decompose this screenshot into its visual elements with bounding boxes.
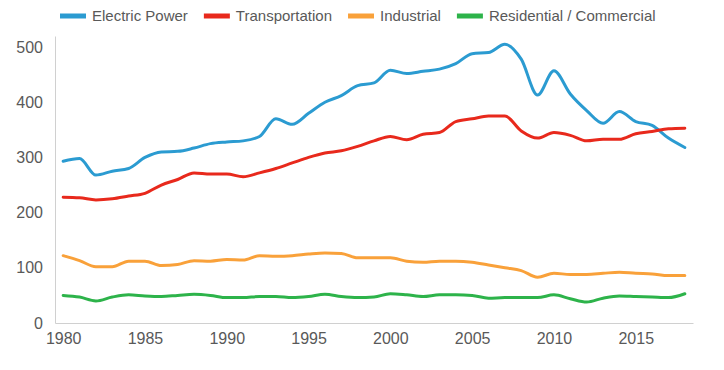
plot-area: 1980 1985 1990 1995 2000 2005 2010 2015 0 100 200 3… xyxy=(16,37,693,348)
axis-line xyxy=(55,37,56,324)
legend-item: Residential / Commercial xyxy=(457,7,656,24)
tick-label: 2015 xyxy=(618,330,654,347)
legend-swatch xyxy=(204,14,230,19)
tick-label: 1985 xyxy=(128,330,164,347)
legend-item: Industrial xyxy=(348,7,441,24)
legend-label: Transportation xyxy=(236,7,332,24)
tick: 500 xyxy=(16,39,55,56)
tick: 2015 xyxy=(618,323,654,347)
tick: 300 xyxy=(16,149,55,166)
series-line xyxy=(63,253,685,277)
tick-label: 400 xyxy=(16,94,43,111)
tick: 1995 xyxy=(291,323,327,347)
tick-label: 1990 xyxy=(209,330,245,347)
tick: 2000 xyxy=(373,323,409,347)
legend-swatch xyxy=(60,14,86,19)
tick: 2005 xyxy=(455,323,491,347)
tick-label: 2000 xyxy=(373,330,409,347)
tick-label: 200 xyxy=(16,204,43,221)
tick-label: 1995 xyxy=(291,330,327,347)
legend-item: Electric Power xyxy=(60,7,188,24)
series-line xyxy=(63,116,685,200)
tick-label: 300 xyxy=(16,149,43,166)
tick-label: 100 xyxy=(16,259,43,276)
tick: 2010 xyxy=(537,323,573,347)
legend: Electric Power Transportation Industrial Re… xyxy=(60,7,656,24)
tick: 100 xyxy=(16,259,55,276)
legend-swatch xyxy=(457,14,483,19)
tick-label: 500 xyxy=(16,39,43,56)
x-axis: 1980 1985 1990 1995 2000 2005 2010 2015 xyxy=(46,323,694,347)
legend-label: Industrial xyxy=(380,7,441,24)
legend-swatch xyxy=(348,14,374,19)
tick: 200 xyxy=(16,204,55,221)
lines xyxy=(63,44,685,302)
y-axis: 0 100 200 300 400 500 xyxy=(16,37,55,332)
tick-label: 1980 xyxy=(46,330,82,347)
legend-label: Electric Power xyxy=(92,7,188,24)
axis-line xyxy=(56,323,694,324)
tick-label: 2010 xyxy=(537,330,573,347)
legend-item: Transportation xyxy=(204,7,332,24)
series-line xyxy=(63,44,685,175)
tick-label: 2005 xyxy=(455,330,491,347)
tick-label: 0 xyxy=(34,315,43,332)
chart: 1980 1985 1990 1995 2000 2005 2010 2015 0 100 200 3… xyxy=(0,0,724,370)
tick: 400 xyxy=(16,94,55,111)
tick: 1985 xyxy=(128,323,164,347)
legend-label: Residential / Commercial xyxy=(489,7,656,24)
tick: 1990 xyxy=(209,323,245,347)
series-line xyxy=(63,294,685,302)
tick: 0 xyxy=(34,315,55,332)
tick: 1980 xyxy=(46,323,82,347)
